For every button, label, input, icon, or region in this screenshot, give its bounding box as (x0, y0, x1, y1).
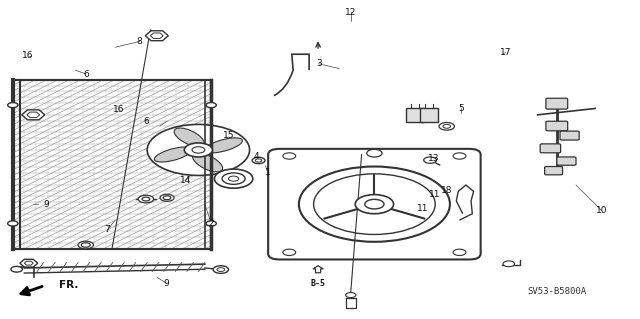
FancyBboxPatch shape (546, 121, 568, 131)
Circle shape (206, 103, 216, 108)
Circle shape (184, 143, 212, 157)
Text: FR.: FR. (59, 280, 78, 290)
Circle shape (142, 197, 150, 201)
FancyBboxPatch shape (406, 108, 424, 122)
Bar (13, 80, 211, 249)
Text: 7: 7 (105, 225, 110, 234)
Circle shape (222, 173, 245, 184)
Text: 10: 10 (596, 206, 607, 215)
Circle shape (217, 268, 225, 271)
Circle shape (283, 249, 296, 256)
FancyBboxPatch shape (546, 98, 568, 109)
Text: 5: 5 (458, 104, 463, 113)
Text: 17: 17 (500, 48, 511, 57)
Text: 9: 9 (164, 279, 169, 288)
Circle shape (314, 174, 435, 234)
Text: 8: 8 (137, 37, 142, 46)
Circle shape (365, 199, 384, 209)
Text: B-5: B-5 (310, 279, 326, 288)
Polygon shape (22, 110, 45, 120)
Text: 2: 2 (209, 219, 214, 228)
Ellipse shape (174, 128, 204, 147)
Circle shape (503, 261, 515, 267)
Circle shape (228, 176, 239, 181)
FancyBboxPatch shape (545, 167, 563, 175)
FancyBboxPatch shape (560, 131, 579, 140)
Circle shape (81, 243, 90, 247)
Circle shape (206, 221, 216, 226)
Circle shape (443, 124, 451, 128)
Text: 14: 14 (180, 176, 191, 185)
Circle shape (283, 153, 296, 159)
Text: SV53-B5800A: SV53-B5800A (527, 287, 586, 296)
Circle shape (424, 157, 436, 163)
Circle shape (453, 153, 466, 159)
Circle shape (252, 157, 265, 164)
Circle shape (147, 124, 250, 175)
Text: 16: 16 (22, 51, 34, 60)
Text: 11: 11 (429, 190, 441, 199)
Circle shape (163, 196, 171, 200)
Ellipse shape (193, 153, 223, 172)
Text: 11: 11 (417, 204, 428, 213)
Text: 16: 16 (113, 105, 124, 114)
Ellipse shape (205, 138, 243, 153)
Circle shape (192, 147, 205, 153)
FancyBboxPatch shape (268, 149, 481, 259)
Text: 18: 18 (441, 186, 452, 195)
Circle shape (439, 122, 454, 130)
Circle shape (11, 266, 22, 272)
Circle shape (214, 169, 253, 188)
Polygon shape (24, 261, 33, 265)
Text: 9: 9 (44, 200, 49, 209)
Circle shape (346, 293, 356, 298)
FancyBboxPatch shape (540, 144, 561, 153)
FancyBboxPatch shape (557, 157, 576, 165)
Circle shape (355, 195, 394, 214)
Text: 4: 4 (253, 152, 259, 161)
Circle shape (8, 103, 18, 108)
Circle shape (138, 195, 154, 203)
Polygon shape (20, 259, 38, 267)
Text: 13: 13 (428, 154, 440, 163)
Text: 1: 1 (265, 168, 270, 177)
Polygon shape (27, 112, 40, 118)
Bar (13, 80, 211, 249)
Text: 6: 6 (83, 70, 88, 78)
Circle shape (8, 221, 18, 226)
Polygon shape (145, 31, 168, 41)
Circle shape (160, 194, 174, 201)
Polygon shape (150, 33, 163, 39)
Circle shape (453, 249, 466, 256)
Text: 3: 3 (316, 59, 321, 68)
Circle shape (255, 159, 262, 162)
Circle shape (78, 241, 93, 249)
Circle shape (367, 149, 382, 157)
Text: 15: 15 (223, 131, 235, 140)
Text: 6: 6 (143, 117, 148, 126)
Ellipse shape (154, 147, 192, 162)
Text: 12: 12 (345, 8, 356, 17)
Circle shape (299, 167, 450, 242)
Circle shape (213, 266, 228, 273)
FancyBboxPatch shape (420, 108, 438, 122)
